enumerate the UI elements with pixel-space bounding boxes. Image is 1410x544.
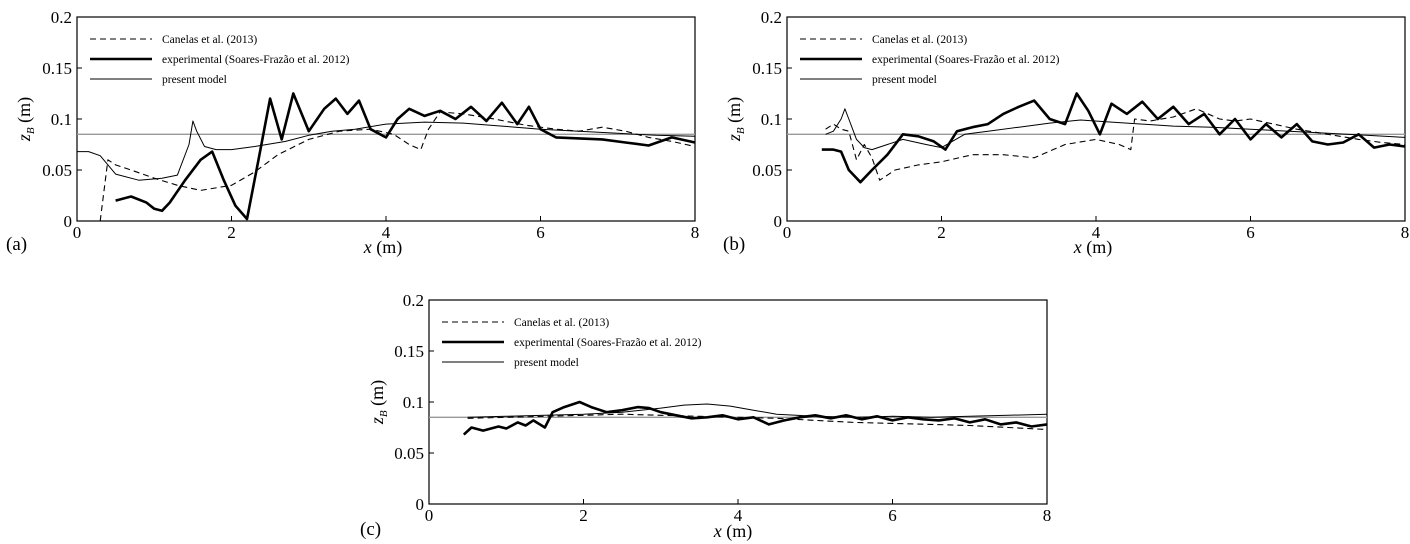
y-tick-label: 0.2 [403,291,424,310]
y-axis-var: z [724,134,744,142]
y-axis-var: z [367,417,387,425]
x-axis-unit: (m) [376,237,402,258]
y-tick-label: 0 [416,495,425,514]
x-tick-label: 6 [1246,223,1255,242]
y-tick-label: 0.05 [752,161,782,180]
y-axis-subscript: B [25,127,37,134]
x-axis-var: x [713,521,722,541]
x-tick-label: 8 [691,223,700,242]
x-tick-label: 0 [73,223,82,242]
y-tick-label: 0.05 [394,444,424,463]
x-tick-label: 6 [536,223,545,242]
x-axis-label: x (m) [713,521,753,542]
x-tick-label: 8 [1043,506,1052,525]
x-tick-label: 4 [1092,223,1101,242]
y-axis-label: zB (m) [14,97,37,142]
series-line-thick [462,400,1048,436]
series-line-thin [77,120,696,181]
x-tick-label: 8 [1401,223,1410,242]
legend: Canelas et al. (2013) experimental (Soare… [442,317,702,369]
x-axis-var: x [1073,237,1082,257]
x-tick-label: 4 [382,223,391,242]
y-tick-label: 0 [774,212,783,231]
y-axis-unit: (m) [724,97,745,123]
y-axis-label: zB (m) [724,97,747,142]
y-tick-label: 0.15 [42,59,72,78]
panel-a: 0 2 4 6 8 0 0.05 0.1 0.15 0.2 Canelas et al. (2013… [6,8,699,258]
legend-label: Canelas et al. (2013) [872,34,967,46]
y-tick-label: 0.1 [51,110,72,129]
y-tick-label: 0.2 [51,8,72,27]
series-line-dashed [99,111,696,222]
series-line-dashed [825,108,1406,181]
y-tick-label: 0.1 [761,110,782,129]
plot-frame [786,16,1406,222]
x-axis-unit: (m) [726,521,752,542]
y-axis-label: zB (m) [367,380,390,425]
series-line-thick [115,92,696,221]
plot-frame [76,16,696,222]
plot-frame [428,299,1048,505]
series-line-thin [825,108,1406,151]
y-axis-subscript: B [735,127,747,134]
legend-label: present model [162,74,227,86]
y-axis-var: z [14,134,34,142]
y-tick-label: 0.15 [394,342,424,361]
x-axis-unit: (m) [1086,237,1112,258]
series-line-dashed [467,413,1048,431]
x-axis-label: x (m) [1073,237,1113,258]
y-tick-label: 0.05 [42,161,72,180]
y-axis-unit: (m) [14,97,35,123]
panel-label: (c) [360,519,381,540]
legend: Canelas et al. (2013) experimental (Soare… [800,34,1060,86]
legend: Canelas et al. (2013) experimental (Soare… [90,34,350,86]
x-axis-label: x (m) [363,237,403,258]
x-tick-label: 4 [734,506,743,525]
legend-label: Canelas et al. (2013) [162,34,257,46]
legend-label: experimental (Soares-Frazão et al. 2012) [872,54,1060,66]
legend-label: Canelas et al. (2013) [514,317,609,329]
y-tick-label: 0.2 [761,8,782,27]
x-tick-label: 0 [783,223,792,242]
x-tick-label: 0 [425,506,434,525]
legend-label: experimental (Soares-Frazão et al. 2012) [514,337,702,349]
series-line-thick [821,92,1406,184]
y-tick-label: 0.1 [403,393,424,412]
x-tick-label: 2 [579,506,588,525]
y-axis-unit: (m) [367,380,388,406]
panel-b: 0 2 4 6 8 0 0.05 0.1 0.15 0.2 Canelas et al. (2013… [723,8,1409,258]
x-axis-var: x [363,237,372,257]
x-tick-label: 6 [888,506,897,525]
panel-c: 0 2 4 6 8 0 0.05 0.1 0.15 0.2 Canelas et al. (2013… [360,291,1051,542]
y-axis-subscript: B [378,410,390,417]
y-tick-label: 0 [64,212,73,231]
panel-label: (a) [6,234,27,255]
legend-label: present model [872,74,937,86]
y-tick-label: 0.15 [752,59,782,78]
series-line-thin [467,403,1048,418]
x-tick-label: 2 [937,223,946,242]
legend-label: present model [514,357,579,369]
panel-label: (b) [723,234,745,255]
x-tick-label: 2 [227,223,236,242]
legend-label: experimental (Soares-Frazão et al. 2012) [162,54,350,66]
